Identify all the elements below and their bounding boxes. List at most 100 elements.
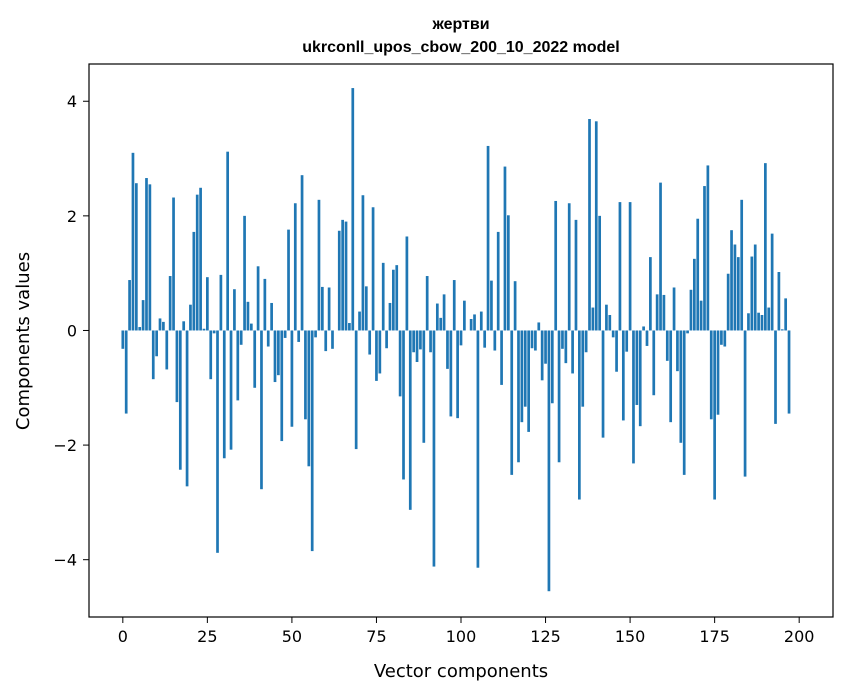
x-axis-ticks: 0 25 50 75 100 125 150 175 200: [118, 617, 814, 646]
bar: [270, 302, 273, 331]
bar: [449, 330, 453, 417]
bar: [236, 330, 240, 401]
bar: [523, 330, 527, 407]
bar: [371, 207, 375, 331]
bar: [547, 330, 551, 592]
bar: [720, 330, 723, 345]
bar: [378, 330, 382, 374]
bar: [425, 276, 429, 331]
bar: [439, 317, 443, 331]
bar: [168, 276, 172, 331]
bar: [361, 195, 365, 331]
bar: [375, 330, 378, 381]
bar: [753, 244, 757, 331]
bar: [287, 229, 290, 331]
bar: [351, 88, 355, 331]
bar: [189, 304, 192, 331]
bar: [574, 219, 578, 331]
bar: [493, 330, 497, 351]
bar: [192, 231, 196, 331]
bar: [398, 330, 402, 397]
chart-title-line2: ukrconll_upos_cbow_200_10_2022 model: [302, 39, 619, 56]
bar: [202, 328, 206, 331]
bar: [628, 202, 632, 331]
bar: [233, 289, 236, 331]
bar: [151, 330, 155, 380]
y-tick-label: −2: [53, 436, 77, 455]
bar: [615, 330, 618, 372]
bar: [408, 330, 412, 510]
y-axis-label: Components values: [13, 252, 34, 430]
bar: [686, 330, 689, 334]
bar: [723, 330, 727, 347]
bar: [195, 194, 199, 331]
y-tick-label: −4: [53, 551, 77, 570]
bar: [331, 330, 334, 349]
bar: [388, 302, 392, 331]
bar: [182, 321, 186, 331]
bar: [219, 274, 223, 331]
bar: [608, 314, 612, 331]
bar: [277, 330, 280, 376]
bar: [479, 311, 483, 331]
bar: [138, 327, 142, 331]
bar: [121, 330, 125, 349]
bar: [747, 313, 750, 331]
bar: [490, 280, 493, 331]
bar: [767, 307, 771, 331]
x-axis-label: Vector components: [374, 661, 548, 682]
bar: [594, 121, 598, 331]
bar: [780, 329, 784, 331]
bar: [131, 152, 135, 331]
bar: [787, 330, 791, 414]
x-tick-label: 125: [530, 627, 561, 646]
bar: [263, 278, 267, 331]
bar: [307, 330, 311, 467]
bar: [446, 330, 449, 369]
bar: [327, 287, 331, 331]
bar: [432, 330, 436, 567]
bar: [682, 330, 686, 475]
bar: [696, 218, 700, 331]
bar: [148, 184, 152, 331]
x-tick-label: 0: [118, 627, 128, 646]
bar: [750, 256, 754, 331]
bar: [652, 330, 656, 396]
bar: [743, 330, 747, 477]
bar: [757, 312, 760, 331]
bar: [412, 330, 416, 353]
bar: [503, 166, 507, 331]
bar: [249, 323, 253, 331]
bar: [659, 182, 662, 331]
bar: [483, 330, 487, 348]
bar: [435, 303, 439, 331]
bar: [581, 330, 585, 407]
bar: [324, 330, 328, 352]
bar: [534, 330, 537, 351]
bar: [588, 119, 591, 331]
bar: [625, 330, 629, 352]
bar: [385, 330, 388, 349]
bar: [598, 215, 602, 331]
bar: [605, 304, 608, 331]
bar: [222, 330, 226, 459]
bar: [162, 321, 165, 331]
bar: [368, 330, 372, 355]
bar: [165, 330, 169, 370]
bar: [178, 330, 182, 470]
bar: [392, 269, 395, 331]
bar: [297, 330, 301, 342]
bar: [185, 330, 189, 487]
bar: [239, 330, 243, 345]
bar: [557, 330, 561, 463]
bar: [642, 326, 645, 331]
bar: [784, 298, 788, 331]
bar: [540, 330, 544, 381]
bar: [273, 330, 277, 383]
bar: [510, 330, 514, 475]
bar: [320, 286, 324, 331]
bar: [699, 300, 703, 331]
x-tick-label: 100: [446, 627, 477, 646]
bar: [128, 280, 131, 331]
